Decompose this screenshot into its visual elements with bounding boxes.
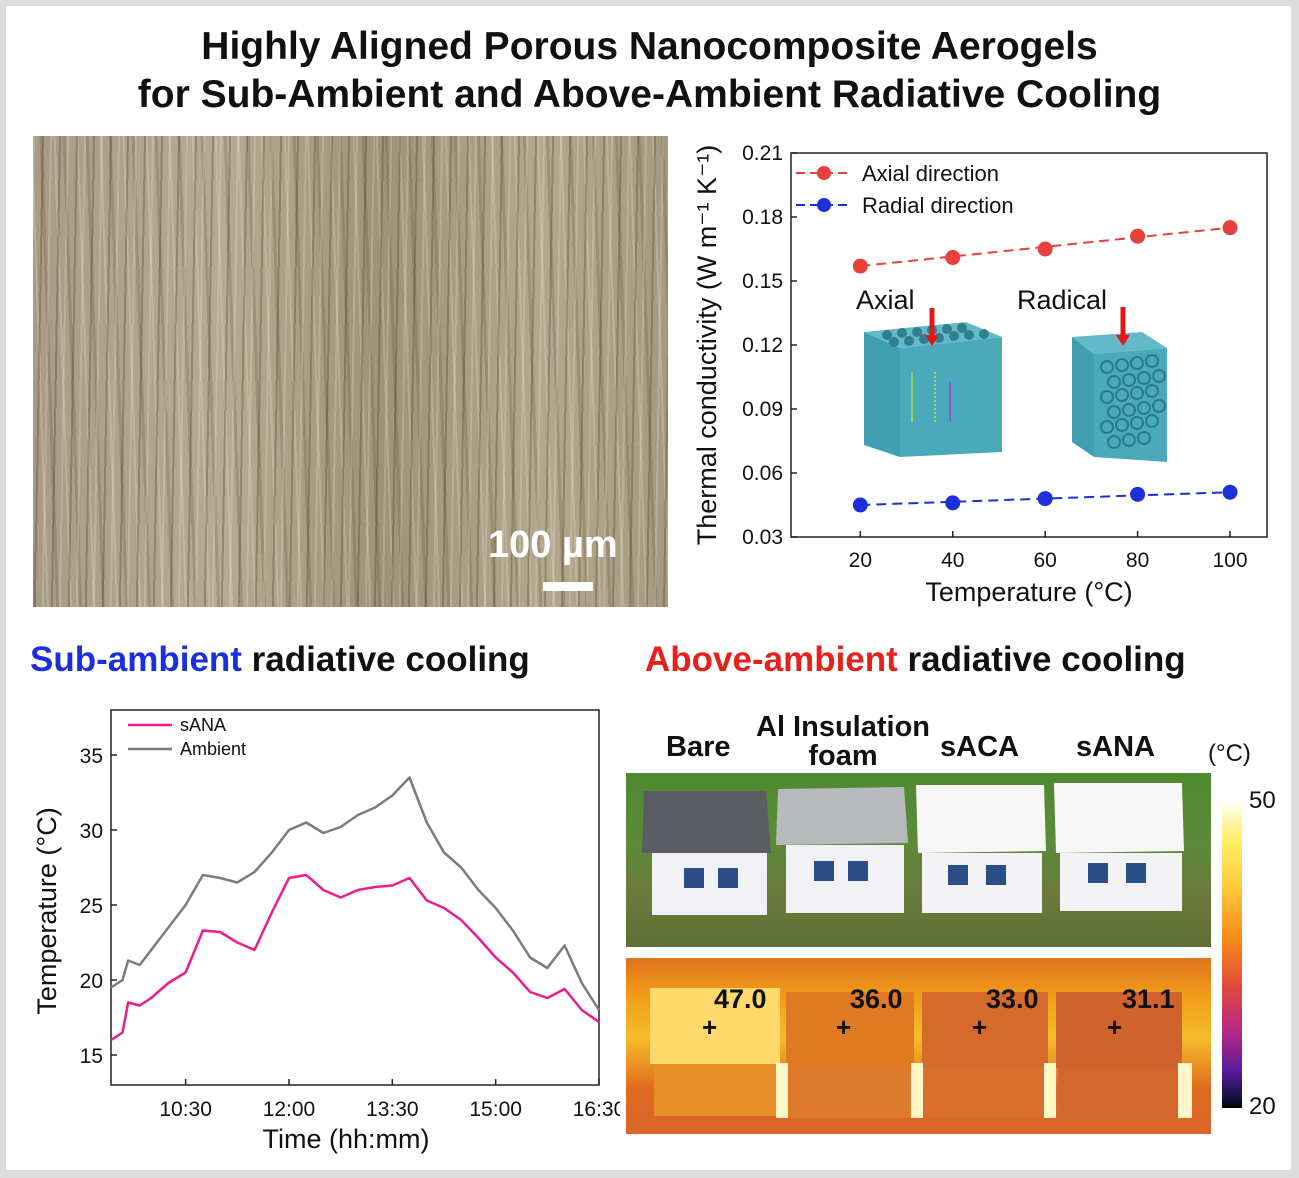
y-tick-label: 0.12 (742, 334, 783, 357)
x-tick-label: 16:30 (573, 1098, 620, 1121)
y-tick-label: 0.21 (742, 142, 783, 165)
temperature-time-chart: 10:30 12:00 13:30 15:00 16:30 15 20 25 30 35 sANA… (32, 709, 620, 1154)
data-point-axial (852, 258, 868, 274)
label-al-insulation-foam: Al Insulation foam (756, 711, 930, 772)
x-axis-label: Temperature (°C) (925, 577, 1132, 607)
temp-al-foam: 36.0 (850, 984, 903, 1014)
legend: sANA Ambient (128, 715, 246, 759)
inset-label-axial: Axial (856, 285, 915, 315)
legend-label-radial: Radial direction (862, 193, 1014, 218)
data-point-radial (1130, 486, 1146, 502)
y-tick-label: 0.15 (742, 270, 783, 293)
label-bare: Bare (666, 731, 731, 763)
x-tick-label: 60 (1033, 549, 1056, 572)
y-axis-label: Thermal conductivity (W m⁻¹ K⁻¹) (692, 145, 722, 546)
data-point-radial (945, 495, 961, 511)
thermal-conductivity-chart: 20 40 60 80 100 0.03 0.06 0.09 0.12 0.15 0.18 0.21 (692, 142, 1268, 607)
legend-label-ambient: Ambient (180, 739, 246, 759)
data-point-axial (945, 250, 961, 266)
inset-label-radial: Radical (1017, 285, 1107, 315)
title-line-1: Highly Aligned Porous Nanocomposite Aero… (201, 25, 1098, 68)
y-tick-label: 25 (80, 895, 103, 918)
sub-ambient-highlight: Sub-ambient (30, 640, 242, 679)
x-tick-label: 80 (1126, 549, 1149, 572)
y-tick-label: 35 (80, 745, 103, 768)
x-tick-label: 15:00 (469, 1098, 522, 1121)
data-point-radial (1037, 491, 1053, 507)
sub-ambient-rest: radiative cooling (241, 640, 530, 679)
above-ambient-heading: Above-ambient radiative cooling (645, 640, 1186, 680)
colorbar-unit: (°C) (1208, 740, 1251, 767)
y-tick-label: 0.06 (742, 462, 783, 485)
thermal-houses (650, 988, 1192, 1118)
house-sana (1054, 783, 1184, 911)
x-tick-label: 13:30 (366, 1098, 419, 1121)
legend: Axial direction Radial direction (796, 161, 1014, 218)
house-al-foam (776, 787, 908, 913)
crosshair-sana: + (1107, 1012, 1123, 1042)
y-axis-label: Temperature (°C) (32, 807, 62, 1014)
crosshair-saca: + (972, 1012, 988, 1042)
above-ambient-rest: radiative cooling (897, 640, 1186, 679)
temp-bare: 47.0 (714, 984, 767, 1014)
x-tick-label: 40 (941, 549, 964, 572)
data-point-axial (1130, 228, 1146, 244)
series-line-sana (110, 873, 600, 1042)
x-tick-label: 10:30 (159, 1098, 212, 1121)
radial-inset-illustration (1072, 307, 1167, 462)
scale-bar-label: 100 µm (488, 524, 618, 566)
colorbar (1222, 802, 1242, 1108)
house-bare (642, 791, 771, 915)
title-line-2: for Sub-Ambient and Above-Ambient Radiat… (137, 73, 1162, 116)
temp-saca: 33.0 (986, 984, 1039, 1014)
x-axis-label: Time (hh:mm) (263, 1124, 430, 1154)
temp-sana: 31.1 (1122, 984, 1175, 1014)
x-tick-label: 20 (849, 549, 872, 572)
data-point-radial (1222, 484, 1238, 500)
y-tick-label: 30 (80, 820, 103, 843)
data-point-axial (1222, 220, 1238, 236)
x-tick-label: 12:00 (263, 1098, 316, 1121)
colorbar-max: 50 (1249, 787, 1276, 814)
thermal-image: 47.0 36.0 33.0 31.1 + + + + (626, 958, 1211, 1134)
crosshair-bare: + (702, 1012, 718, 1042)
sem-micrograph: 100 µm (33, 136, 668, 607)
house-models (642, 783, 1184, 915)
colorbar-min: 20 (1249, 1093, 1276, 1120)
y-tick-label: 20 (80, 970, 103, 993)
crosshair-al-foam: + (836, 1012, 852, 1042)
y-tick-label: 0.03 (742, 526, 783, 549)
data-point-radial (852, 497, 868, 513)
legend-label-axial: Axial direction (862, 161, 999, 186)
house-models-photo (626, 773, 1211, 947)
x-tick-label: 100 (1213, 549, 1248, 572)
above-ambient-highlight: Above-ambient (645, 640, 898, 679)
legend-label-sana: sANA (180, 715, 226, 735)
legend-marker-radial (817, 198, 831, 212)
data-point-axial (1037, 241, 1053, 257)
series-line-ambient (110, 776, 601, 1011)
y-tick-label: 0.09 (742, 398, 783, 421)
y-tick-label: 0.18 (742, 206, 783, 229)
sub-ambient-heading: Sub-ambient radiative cooling (30, 640, 530, 680)
legend-marker-axial (817, 166, 831, 180)
y-tick-label: 15 (80, 1045, 103, 1068)
plot-frame (110, 709, 600, 1086)
label-sana: sANA (1076, 731, 1155, 763)
axial-inset-illustration (864, 308, 1002, 457)
label-saca: sACA (940, 731, 1019, 763)
scale-bar (543, 582, 593, 591)
house-saca (916, 785, 1046, 913)
